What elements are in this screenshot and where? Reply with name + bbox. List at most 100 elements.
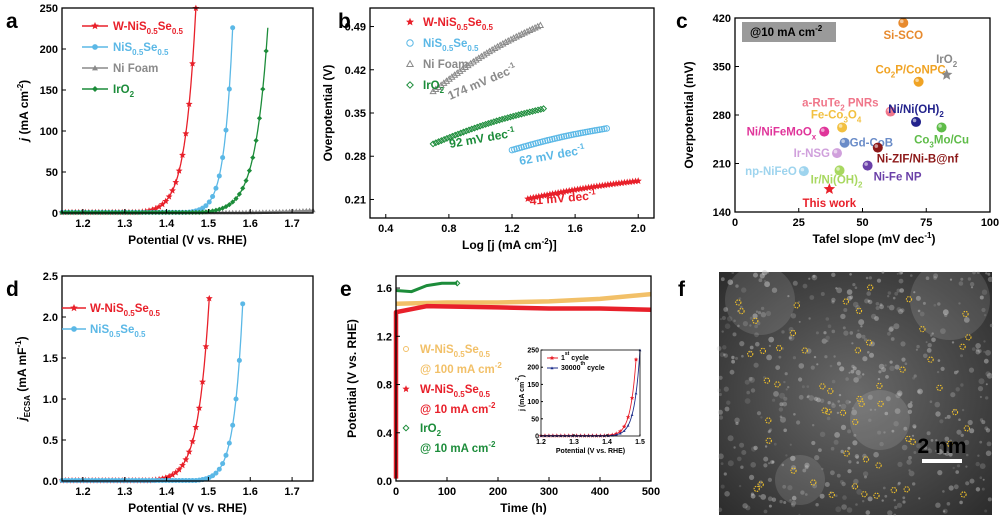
panel-f-lattice-dot bbox=[867, 394, 873, 400]
panel-f-lattice-dot bbox=[985, 349, 991, 356]
panel-c-point-highlight bbox=[838, 124, 843, 128]
panel-f-lattice-dot bbox=[852, 440, 858, 446]
panel-d-marker bbox=[202, 342, 210, 350]
panel-a-marker bbox=[179, 151, 186, 158]
panel-f-w-atom-marker bbox=[936, 384, 943, 391]
panel-f-w-atom-marker bbox=[827, 387, 834, 395]
panel-f-lattice-dot bbox=[885, 396, 891, 402]
panel-f-lattice-dot bbox=[761, 270, 768, 276]
panel-b-point bbox=[509, 112, 517, 120]
panel-b-point bbox=[538, 192, 546, 200]
panel-f-w-atom-marker bbox=[842, 298, 850, 305]
panel-f-w-atom-marker bbox=[790, 467, 797, 474]
panel-f-lattice-dot bbox=[869, 408, 873, 411]
panel-b-point bbox=[488, 45, 496, 53]
panel-f-lattice-dot bbox=[977, 349, 982, 353]
panel-d-ylabel: jECSA (mA mF-1) bbox=[14, 336, 32, 422]
panel-b-point bbox=[598, 125, 606, 133]
panel-f-lattice-dot bbox=[833, 355, 836, 358]
panel-b-point bbox=[587, 183, 595, 191]
panel-f-lattice-dot bbox=[984, 509, 988, 513]
panel-f-lattice-dot bbox=[852, 366, 857, 371]
panel-a-marker bbox=[263, 48, 269, 54]
panel-b-point bbox=[487, 119, 495, 127]
panel-f-lattice-dot bbox=[979, 440, 983, 444]
panel-b-point bbox=[537, 105, 545, 113]
panel-a-marker bbox=[169, 187, 176, 194]
panel-f-lattice-dot bbox=[787, 386, 790, 389]
panel-f-lattice-dot bbox=[894, 291, 899, 296]
panel-b-point bbox=[523, 109, 531, 117]
panel-f-w-atom-marker bbox=[759, 347, 767, 355]
panel-c-point-4 bbox=[911, 116, 922, 127]
panel-a-marker bbox=[233, 195, 239, 202]
panel-f-lattice-dot bbox=[925, 276, 930, 281]
panel-f-lattice-dot bbox=[742, 503, 748, 509]
panel-f-lattice-dot bbox=[931, 332, 934, 335]
panel-b-point bbox=[515, 31, 523, 39]
panel-f-lattice-dot bbox=[768, 429, 772, 433]
panel-f-lattice-dot bbox=[894, 364, 900, 370]
panel-f-lattice-dot bbox=[788, 327, 794, 332]
panel-f-lattice-dot bbox=[830, 446, 835, 451]
panel-f-lattice-dot bbox=[849, 273, 852, 276]
panel-b-point bbox=[603, 125, 610, 132]
panel-e-inset-marker bbox=[634, 391, 638, 395]
panel-e-inset-xtick-label: 1.5 bbox=[635, 439, 645, 446]
panel-f-lattice-dot bbox=[750, 492, 755, 496]
panel-c-point-13 bbox=[862, 160, 873, 171]
panel-c-ytick-label: 280 bbox=[713, 110, 731, 122]
panel-e-inset-bg bbox=[541, 350, 640, 436]
panel-d-marker bbox=[226, 440, 232, 446]
panel-f-lattice-dot bbox=[979, 418, 984, 422]
panel-f-lattice-dot bbox=[789, 499, 792, 502]
panel-f-lattice-dot bbox=[950, 392, 956, 398]
panel-f-lattice-dot bbox=[882, 486, 886, 490]
panel-f-lattice-dot bbox=[915, 348, 919, 351]
panel-b-point bbox=[529, 107, 537, 115]
panel-f-lattice-dot bbox=[896, 272, 899, 275]
panel-f-lattice-dot bbox=[773, 442, 777, 446]
panel-c-point-label: Ni/Ni(OH)2 bbox=[888, 104, 944, 119]
panel-f-lattice-dot bbox=[968, 367, 975, 373]
panel-f-lattice-dot bbox=[733, 319, 736, 323]
panel-f-lattice-dot bbox=[758, 278, 763, 283]
panel-f-lattice-dot bbox=[965, 453, 969, 457]
panel-f-lattice-dot bbox=[813, 396, 819, 401]
panel-f-lattice-dot bbox=[965, 481, 970, 486]
panel-e-inset-frame bbox=[540, 349, 641, 437]
panel-f-lattice-dot bbox=[960, 354, 963, 358]
panel-f-lattice-dot bbox=[814, 455, 820, 461]
panel-f-w-atom-marker bbox=[909, 438, 916, 445]
panel-f-lattice-dot bbox=[729, 369, 735, 375]
panel-a-marker bbox=[243, 178, 249, 184]
panel-c-ytick-label: 210 bbox=[713, 159, 731, 171]
panel-b-legend-marker bbox=[406, 39, 414, 47]
panel-f-lattice-dot bbox=[897, 481, 901, 485]
panel-f-lattice-dot bbox=[901, 444, 908, 451]
panel-f-lattice-dot bbox=[846, 289, 853, 295]
panel-f-lattice-dot bbox=[888, 304, 895, 311]
panel-f-lattice-dot bbox=[907, 409, 913, 414]
panel-f-w-atom-marker bbox=[962, 310, 969, 318]
panel-b-point bbox=[567, 131, 575, 139]
panel-f-lattice-dot bbox=[788, 336, 792, 340]
panel-c-point-highlight bbox=[915, 78, 919, 83]
panel-f-lattice-dot bbox=[721, 330, 724, 333]
panel-f-lattice-dot bbox=[876, 278, 882, 283]
panel-a-marker bbox=[220, 155, 226, 161]
panel-f-lattice-dot bbox=[898, 308, 904, 315]
panel-a-marker bbox=[189, 60, 196, 67]
panel-f-label: f bbox=[678, 278, 686, 301]
panel-f-w-atom-marker bbox=[963, 425, 971, 432]
panel-b-point bbox=[459, 128, 467, 136]
panel-e-legend-label: @ 100 mA cm-2 bbox=[420, 361, 502, 376]
panel-f-lattice-dot bbox=[746, 390, 750, 395]
panel-b-point bbox=[491, 44, 499, 51]
panel-f-lattice-dot bbox=[723, 353, 726, 356]
panel-b-point bbox=[429, 140, 437, 148]
panel-f-lattice-dot bbox=[759, 273, 765, 279]
panel-f-lattice-dot bbox=[979, 463, 986, 469]
panel-d-label: d bbox=[6, 278, 19, 301]
panel-f-lattice-dot bbox=[841, 481, 846, 487]
